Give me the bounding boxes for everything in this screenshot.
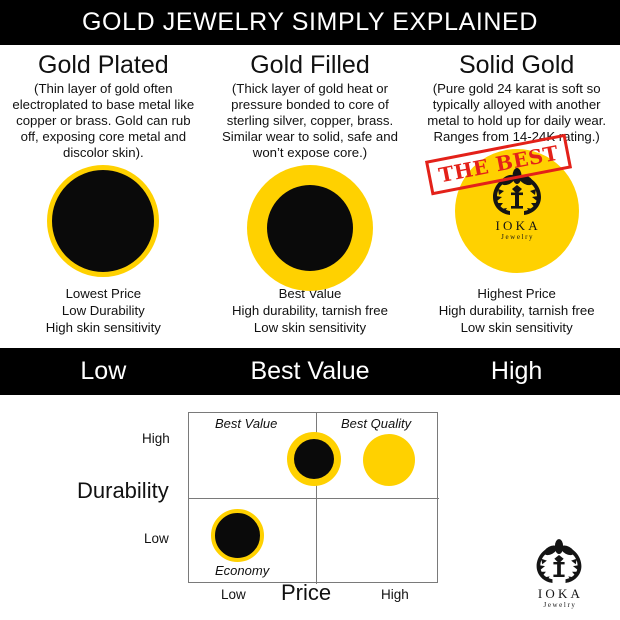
y-tick-high: High (142, 431, 170, 446)
gold-plated-circle (47, 164, 160, 277)
scale-cell-low: Low (80, 357, 127, 385)
price-scale-bar: Low Best Value High (0, 348, 620, 395)
comparison-columns: Gold Plated (Thin layer of gold often el… (0, 45, 620, 345)
ioka-subtext: Jewelry (501, 232, 535, 241)
footer-ioka-logo: IOKA Jewelry (522, 538, 596, 609)
column-description: (Thin layer of gold often electroplated … (12, 80, 195, 160)
x-axis-title: Price (281, 580, 332, 605)
column-title: Solid Gold (458, 51, 575, 79)
horizontal-divider (189, 498, 439, 500)
footer-line: Best Value (278, 286, 342, 302)
footer-line: Low skin sensitivity (253, 320, 367, 336)
footer-line: Low Durability (61, 303, 145, 319)
quadrant-label-economy: Economy (215, 563, 270, 578)
quadrant-label-best-quality: Best Quality (341, 416, 412, 431)
scale-cell-best-value: Best Value (250, 357, 370, 385)
chart-point-solid-gold (363, 434, 415, 486)
quadrant-chart: Durability High Low Best Value Best Qual… (0, 395, 620, 620)
y-axis-title: Durability (77, 478, 169, 503)
page-title-bar: GOLD JEWELRY SIMPLY EXPLAINED (0, 0, 620, 45)
column-title: Gold Plated (38, 51, 169, 79)
column-title: Gold Filled (250, 51, 370, 79)
column-footer: Highest Price High durability, tarnish f… (417, 286, 617, 345)
gold-filled-circle-core (266, 184, 353, 271)
y-tick-low: Low (144, 531, 169, 546)
footer-line: Low skin sensitivity (460, 320, 573, 336)
ioka-wordmark: IOKA (537, 586, 584, 601)
x-tick-low: Low (221, 587, 246, 602)
ioka-crest-icon (536, 539, 582, 583)
ioka-wordmark: IOKA (495, 217, 541, 233)
column-footer: Lowest Price Low Durability High skin se… (3, 286, 203, 345)
column-graphic: IOKA Jewelry THE BEST (413, 133, 620, 286)
chart-plot-area: Best Value Best Quality Economy (188, 412, 439, 584)
column-description: (Thick layer of gold heat or pressure bo… (222, 80, 398, 160)
footer-line: Highest Price (477, 286, 556, 302)
x-tick-high: High (381, 587, 409, 602)
ioka-subtext: Jewelry (543, 601, 577, 609)
quadrant-label-best-value: Best Value (215, 416, 278, 431)
page-title: GOLD JEWELRY SIMPLY EXPLAINED (82, 8, 538, 36)
ioka-crest-icon (492, 167, 541, 215)
chart-point-gold-plated (211, 509, 264, 562)
column-gold-filled: Gold Filled (Thick layer of gold heat or… (207, 45, 414, 345)
footer-line: High durability, tarnish free (438, 303, 595, 319)
column-solid-gold: Solid Gold (Pure gold 24 karat is soft s… (413, 45, 620, 345)
column-graphic (0, 161, 207, 286)
column-description: (Pure gold 24 karat is soft so typically… (427, 80, 607, 144)
footer-line: Lowest Price (65, 286, 142, 302)
chart-point-gold-filled-core (294, 439, 334, 479)
scale-cell-high: High (490, 357, 543, 385)
footer-line: High skin sensitivity (45, 320, 161, 336)
footer-line: High durability, tarnish free (232, 303, 388, 319)
column-graphic (207, 161, 414, 291)
column-footer: Best Value High durability, tarnish free… (210, 286, 410, 345)
column-gold-plated: Gold Plated (Thin layer of gold often el… (0, 45, 207, 345)
ioka-logo: IOKA Jewelry (480, 167, 554, 241)
